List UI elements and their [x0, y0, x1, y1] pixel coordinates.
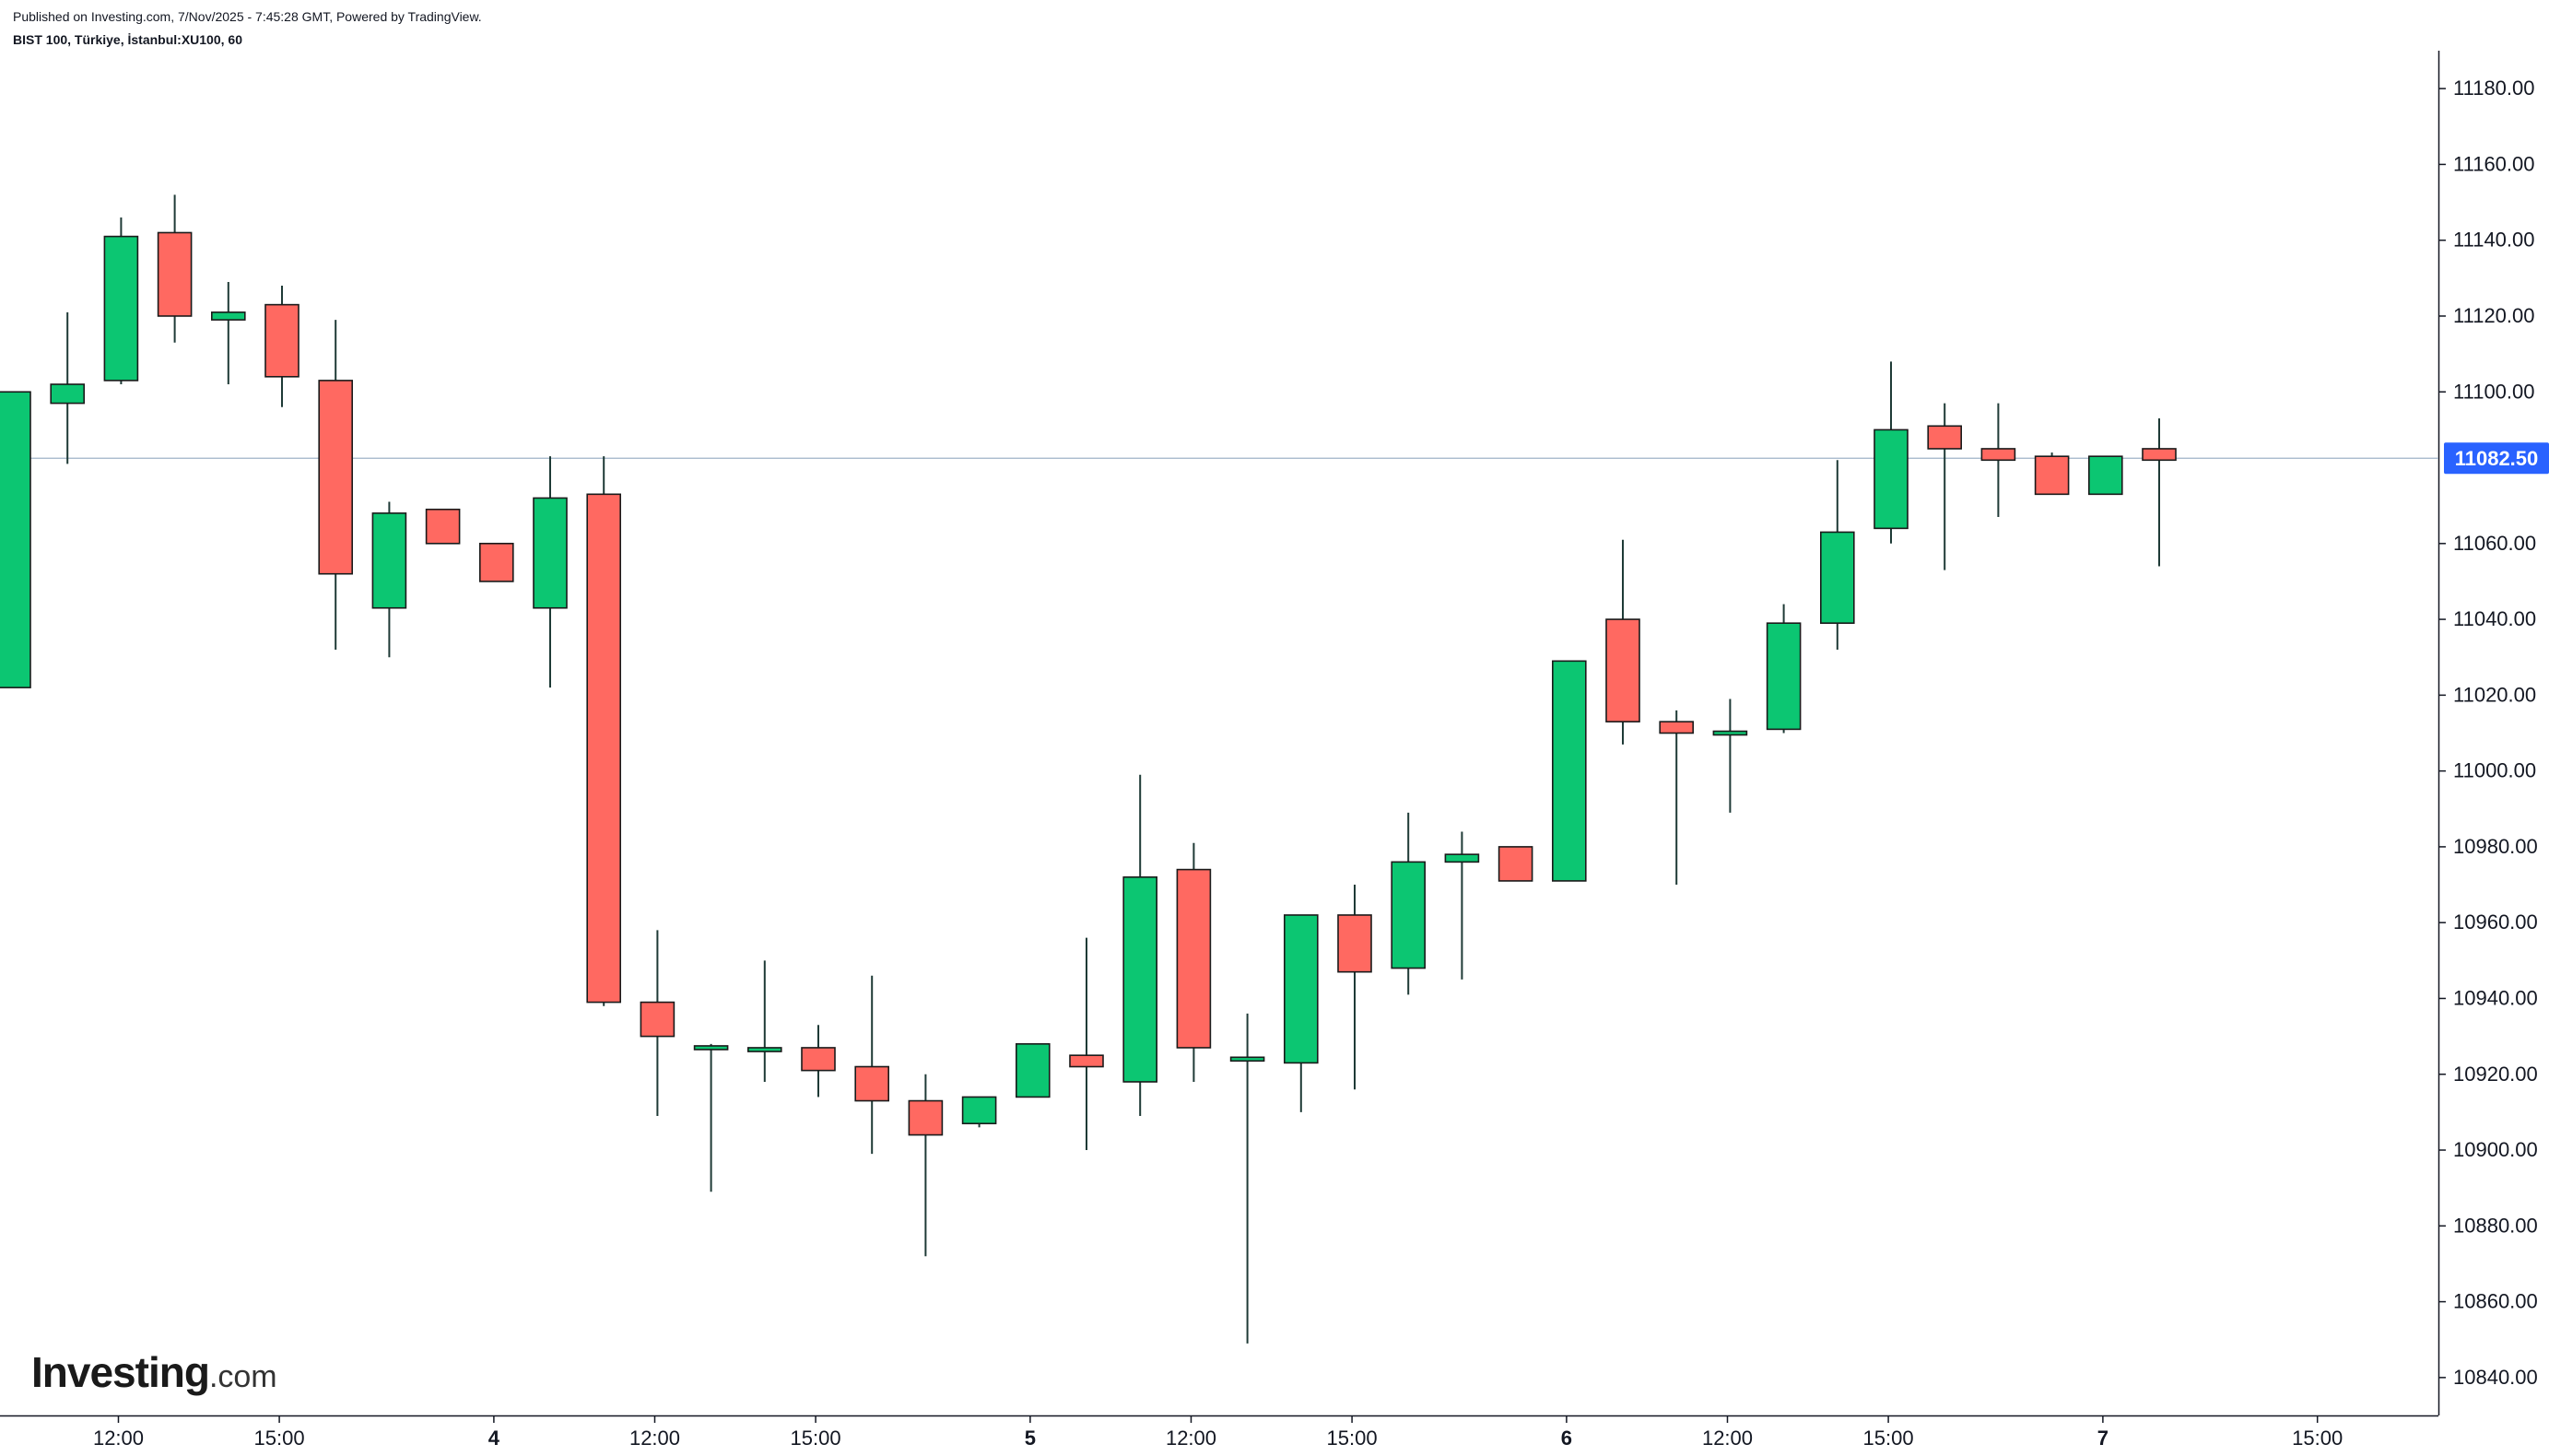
x-tick-label: 5: [1025, 1427, 1036, 1450]
candle-body: [1498, 846, 1533, 882]
candle-body: [157, 231, 193, 317]
y-tick-label: 10940.00: [2453, 986, 2538, 1009]
candle-body: [533, 497, 568, 609]
candle-body: [1176, 868, 1212, 1049]
y-tick-label: 11100.00: [2453, 380, 2535, 403]
candle-body: [961, 1096, 997, 1125]
candle-body: [478, 543, 514, 582]
candle-body: [1444, 853, 1480, 863]
y-tick-label: 11000.00: [2453, 759, 2536, 782]
x-tick-label: 7: [2097, 1427, 2109, 1450]
logo-domain: .com: [208, 1359, 277, 1394]
x-tick-label: 12:00: [93, 1427, 144, 1450]
y-tick-label: 11020.00: [2453, 683, 2536, 706]
candle-body: [1659, 721, 1694, 734]
x-tick-label: 12:00: [1166, 1427, 1216, 1450]
candle-body: [640, 1001, 675, 1038]
y-tick-label: 11060.00: [2453, 532, 2536, 555]
symbol-title: BIST 100, Türkiye, İstanbul:XU100, 60: [13, 32, 242, 47]
candle-body: [1820, 531, 1855, 624]
x-tick-label: 15:00: [254, 1427, 305, 1450]
x-tick-label: 15:00: [2292, 1427, 2343, 1450]
candle-body: [1337, 914, 1372, 973]
candle-body: [2142, 448, 2177, 462]
candle-body: [318, 380, 354, 575]
x-tick-label: 12:00: [1702, 1427, 1753, 1450]
last-price-label: 11082.50: [2455, 447, 2539, 470]
candle-body: [2034, 455, 2070, 496]
candle-body: [425, 508, 461, 545]
candle-body: [1284, 914, 1319, 1064]
candle-body: [264, 303, 300, 378]
x-tick-label: 15:00: [791, 1427, 841, 1450]
candle-body: [1016, 1043, 1051, 1098]
x-tick-label: 4: [488, 1427, 500, 1450]
candle-body: [1874, 429, 1909, 530]
x-tick-label: 15:00: [1863, 1427, 1914, 1450]
chart-header: Published on Investing.com, 7/Nov/2025 -…: [13, 7, 482, 50]
candle-body: [908, 1099, 944, 1136]
candle-body: [1766, 622, 1802, 731]
candle-body: [693, 1045, 729, 1051]
candle-body: [1980, 448, 2016, 462]
y-tick-label: 10840.00: [2453, 1366, 2538, 1389]
published-note: Published on Investing.com, 7/Nov/2025 -…: [13, 9, 482, 24]
candle-body: [1927, 425, 1962, 450]
candle-body: [1069, 1054, 1104, 1068]
candle-body: [1712, 730, 1748, 736]
x-tick-label: 6: [1561, 1427, 1572, 1450]
y-tick-label: 11140.00: [2453, 229, 2535, 252]
candle-body: [211, 311, 246, 321]
candle-body: [801, 1047, 836, 1072]
candle-body: [1122, 876, 1157, 1083]
candle-body: [103, 235, 139, 382]
y-tick-label: 10960.00: [2453, 910, 2538, 933]
y-tick-label: 10900.00: [2453, 1138, 2538, 1161]
candle-body: [50, 383, 86, 405]
candle-body: [746, 1047, 782, 1052]
candle-body: [1605, 618, 1640, 722]
candle-body: [586, 493, 622, 1004]
y-tick-label: 11120.00: [2453, 304, 2535, 327]
candle-body: [2088, 455, 2123, 496]
y-tick-label: 11040.00: [2453, 607, 2536, 630]
x-tick-label: 15:00: [1327, 1427, 1378, 1450]
candle-body: [371, 512, 407, 609]
y-tick-label: 10860.00: [2453, 1290, 2538, 1313]
x-tick-label: 12:00: [629, 1427, 680, 1450]
investing-logo: Investing.com: [31, 1347, 277, 1397]
y-tick-label: 10880.00: [2453, 1214, 2538, 1237]
y-tick-label: 11180.00: [2453, 76, 2535, 100]
last-price-tag: [2444, 442, 2549, 475]
y-tick-label: 10980.00: [2453, 835, 2538, 858]
logo-text: Investing: [31, 1348, 210, 1396]
y-tick-label: 10920.00: [2453, 1063, 2538, 1086]
candle-body: [1552, 660, 1587, 882]
candle-body: [0, 391, 31, 688]
candle-body: [854, 1065, 890, 1102]
y-tick-label: 11160.00: [2453, 152, 2535, 175]
candle-body: [1391, 861, 1426, 969]
candle-body: [1229, 1056, 1265, 1063]
